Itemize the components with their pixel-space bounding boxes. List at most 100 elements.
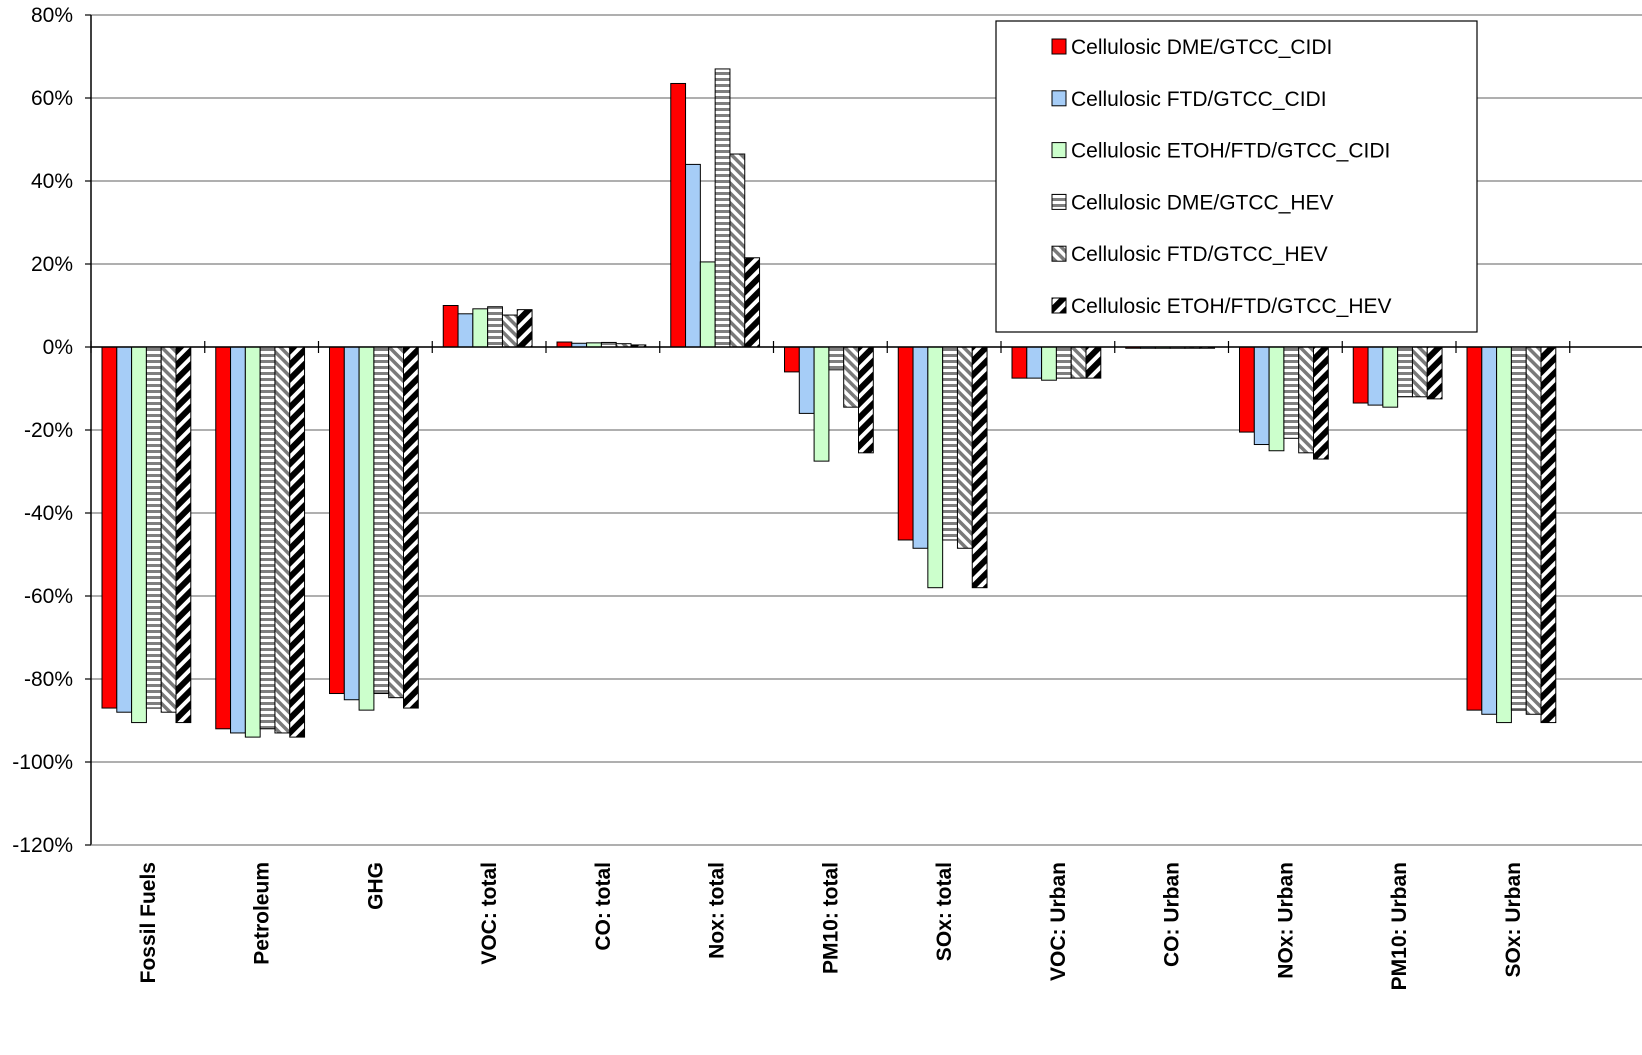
y-tick-label: 20% bbox=[31, 253, 73, 276]
category-label: PM10: total bbox=[819, 862, 842, 974]
bar bbox=[1313, 346, 1329, 460]
y-tick-label: 80% bbox=[31, 4, 73, 27]
y-tick-label: -80% bbox=[24, 668, 73, 691]
bar bbox=[1481, 346, 1498, 715]
bar bbox=[1268, 346, 1285, 452]
legend-swatch bbox=[1051, 90, 1067, 107]
legend-label: Cellulosic DME/GTCC_CIDI bbox=[1071, 36, 1332, 59]
legend-label: Cellulosic DME/GTCC_HEV bbox=[1071, 191, 1334, 214]
bar bbox=[274, 346, 291, 734]
bar bbox=[858, 346, 874, 454]
bar bbox=[442, 305, 459, 348]
bar bbox=[1352, 346, 1369, 404]
bar bbox=[1011, 346, 1028, 379]
bar bbox=[131, 346, 147, 724]
bar bbox=[699, 261, 716, 348]
bar bbox=[403, 346, 419, 709]
category-label: CO: total bbox=[592, 862, 615, 951]
bar bbox=[1041, 346, 1057, 381]
bar bbox=[798, 346, 815, 414]
bar bbox=[1510, 346, 1527, 711]
bar bbox=[843, 346, 860, 408]
bar bbox=[388, 346, 405, 699]
bar bbox=[1055, 346, 1072, 379]
bar bbox=[1466, 346, 1483, 711]
bar bbox=[457, 313, 474, 348]
bar bbox=[472, 308, 489, 348]
y-tick-label: -100% bbox=[12, 751, 73, 774]
legend-swatch bbox=[1051, 142, 1067, 159]
legend-swatch bbox=[1051, 245, 1067, 262]
bar bbox=[729, 153, 746, 348]
bar bbox=[343, 346, 360, 701]
y-tick-label: -20% bbox=[24, 419, 73, 442]
bar bbox=[1283, 346, 1300, 439]
bar bbox=[1525, 346, 1542, 715]
bar bbox=[1411, 346, 1428, 398]
bar bbox=[289, 346, 306, 738]
y-tick-label: -40% bbox=[24, 502, 73, 525]
category-label: CO: Urban bbox=[1161, 862, 1184, 967]
legend-swatch bbox=[1051, 297, 1067, 314]
bar bbox=[145, 346, 162, 709]
bar bbox=[744, 257, 761, 348]
bar bbox=[942, 346, 958, 541]
bar bbox=[1253, 346, 1270, 446]
bar bbox=[1540, 346, 1557, 724]
category-label: VOC: total bbox=[478, 862, 501, 965]
bar bbox=[828, 346, 845, 371]
bar bbox=[956, 346, 973, 549]
bar bbox=[244, 346, 261, 738]
bar bbox=[1298, 346, 1314, 454]
bar bbox=[487, 306, 503, 348]
bar bbox=[670, 82, 687, 348]
category-label: Nox: total bbox=[706, 862, 729, 959]
bar bbox=[160, 346, 177, 713]
bar bbox=[175, 346, 192, 724]
y-tick-label: 40% bbox=[31, 170, 73, 193]
bar bbox=[1367, 346, 1384, 406]
bar bbox=[971, 346, 988, 589]
bar bbox=[1382, 346, 1399, 408]
y-tick-label: 0% bbox=[43, 336, 73, 359]
category-label: PM10: Urban bbox=[1388, 862, 1411, 990]
bar bbox=[501, 314, 518, 348]
category-label: NOx: Urban bbox=[1274, 862, 1297, 979]
y-tick-label: -120% bbox=[12, 834, 73, 857]
legend-swatch bbox=[1051, 193, 1067, 210]
bar bbox=[230, 346, 246, 734]
bar bbox=[1070, 346, 1087, 379]
bar bbox=[1239, 346, 1255, 433]
bar bbox=[1426, 346, 1443, 400]
bar bbox=[1496, 346, 1512, 724]
bar bbox=[912, 346, 929, 549]
bar bbox=[685, 163, 701, 348]
bars bbox=[101, 68, 1557, 738]
legend-label: Cellulosic ETOH/FTD/GTCC_HEV bbox=[1071, 295, 1392, 318]
bar bbox=[101, 346, 118, 709]
bar bbox=[215, 346, 232, 730]
bar bbox=[1397, 346, 1413, 398]
bar bbox=[373, 346, 390, 695]
legend-label: Cellulosic FTD/GTCC_HEV bbox=[1071, 243, 1328, 266]
bar bbox=[116, 346, 133, 713]
category-label: GHG bbox=[364, 862, 387, 910]
bar bbox=[784, 346, 800, 373]
bar bbox=[1085, 346, 1102, 379]
bar bbox=[714, 68, 731, 348]
bar bbox=[1026, 346, 1043, 379]
legend-box bbox=[995, 20, 1478, 333]
category-label: Petroleum bbox=[251, 862, 274, 965]
x-axis-category-labels: Fossil Fuels Petroleum GHG VOC: total CO: to… bbox=[137, 862, 1525, 990]
y-tick-label: -60% bbox=[24, 585, 73, 608]
bar bbox=[897, 346, 914, 541]
bar bbox=[358, 346, 375, 711]
category-label: SOx: Urban bbox=[1502, 862, 1525, 978]
legend-swatch bbox=[1051, 38, 1067, 55]
category-label: SOx: total bbox=[933, 862, 956, 961]
y-axis-tick-labels: -120% -100% -80% -60% -40% -20% 0% 20% 40% 60% 80% bbox=[12, 4, 73, 857]
bar bbox=[516, 309, 533, 348]
bar bbox=[259, 346, 276, 730]
bar bbox=[927, 346, 944, 589]
